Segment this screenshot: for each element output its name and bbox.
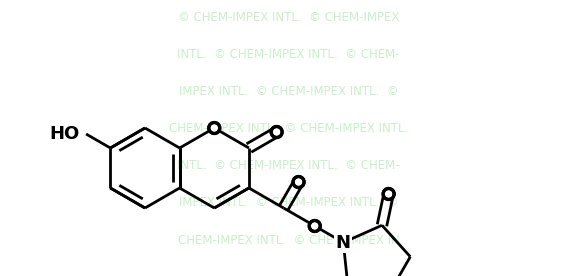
Text: IMPEX INTL.  © CHEM-IMPEX INTL.  ©: IMPEX INTL. © CHEM-IMPEX INTL. ©: [179, 86, 398, 99]
Text: CHEM-IMPEX INTL.  © CHEM-IMPEX IN: CHEM-IMPEX INTL. © CHEM-IMPEX IN: [178, 233, 399, 246]
Text: IMPEX INTL.  © CHEM-IMPEX INTL.  ©: IMPEX INTL. © CHEM-IMPEX INTL. ©: [179, 197, 398, 209]
Text: CHEM-IMPEX INTL.  © CHEM-IMPEX INTL.: CHEM-IMPEX INTL. © CHEM-IMPEX INTL.: [169, 123, 408, 136]
Text: INTL.  © CHEM-IMPEX INTL.  © CHEM-: INTL. © CHEM-IMPEX INTL. © CHEM-: [177, 160, 400, 172]
Circle shape: [272, 128, 281, 137]
Text: INTL.  © CHEM-IMPEX INTL.  © CHEM-: INTL. © CHEM-IMPEX INTL. © CHEM-: [177, 49, 400, 62]
Circle shape: [384, 190, 393, 198]
Circle shape: [210, 123, 219, 132]
Circle shape: [310, 222, 319, 230]
Circle shape: [294, 177, 303, 187]
Text: HO: HO: [50, 125, 80, 143]
Text: © CHEM-IMPEX INTL.  © CHEM-IMPEX: © CHEM-IMPEX INTL. © CHEM-IMPEX: [178, 12, 399, 25]
Text: N: N: [336, 233, 351, 251]
